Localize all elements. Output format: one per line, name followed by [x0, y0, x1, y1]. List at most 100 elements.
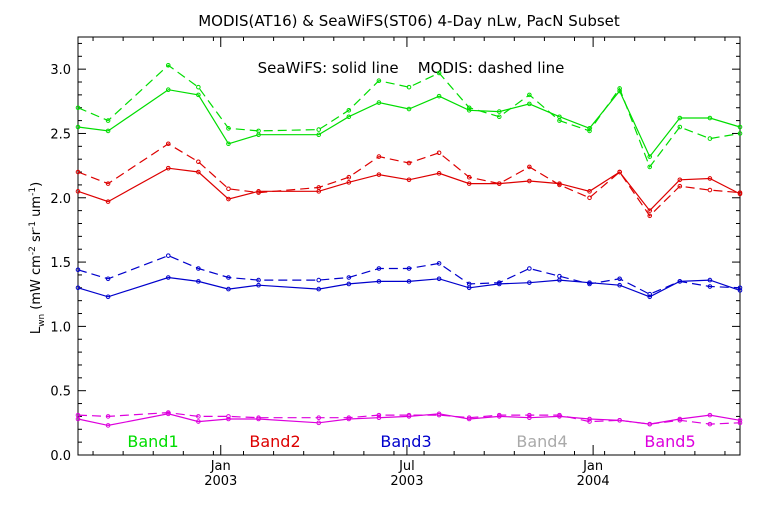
legend-entry-band5: Band5	[644, 432, 695, 451]
legend-entry-band2: Band2	[249, 432, 300, 451]
data-point-band3	[226, 275, 231, 280]
series-line-band1-solid	[77, 89, 741, 158]
data-point-band2	[707, 187, 713, 193]
y-tick-label: 2.0	[50, 192, 71, 207]
data-point-band5	[256, 415, 261, 421]
data-point-band3	[466, 281, 472, 287]
data-point-band2	[557, 182, 562, 188]
data-point-band1	[256, 128, 261, 134]
y-tick-label: 0.5	[50, 385, 71, 400]
data-point-band1	[376, 100, 382, 105]
data-point-band5	[406, 412, 412, 418]
data-point-band2	[677, 183, 683, 189]
data-point-band3	[737, 285, 743, 291]
legend-entry-band1: Band1	[127, 432, 178, 451]
data-point-band1	[707, 115, 713, 121]
y-tick-label: 2.5	[50, 127, 71, 142]
data-point-band2	[466, 181, 472, 186]
data-point-band2	[105, 181, 111, 186]
data-point-band2	[165, 165, 171, 171]
data-point-band5	[105, 423, 111, 428]
data-point-band1	[527, 92, 532, 98]
data-point-band3	[406, 266, 412, 271]
series-layer	[75, 62, 743, 428]
data-point-band1	[466, 108, 472, 113]
data-point-band5	[617, 417, 622, 423]
data-point-band2	[677, 177, 683, 183]
x-tick-month: Jan	[210, 459, 231, 474]
data-point-band5	[527, 415, 532, 421]
data-point-band3	[587, 281, 592, 287]
data-point-band3	[707, 284, 713, 289]
data-point-band5	[436, 412, 442, 418]
data-point-band5	[737, 417, 743, 423]
data-point-band2	[196, 159, 201, 165]
data-point-band3	[316, 286, 322, 292]
data-point-band1	[226, 126, 231, 131]
series-line-band2-solid	[77, 167, 741, 212]
data-point-band3	[226, 286, 231, 292]
data-point-band2	[647, 213, 653, 219]
data-point-band5	[376, 415, 382, 421]
data-point-band2	[376, 154, 382, 159]
data-point-band3	[75, 267, 81, 273]
x-tick-month: Jul	[398, 459, 415, 474]
data-point-band2	[617, 169, 622, 175]
data-point-band1	[226, 141, 231, 147]
data-point-band1	[346, 114, 352, 120]
series-line-band5-solid	[77, 413, 741, 427]
data-point-band2	[75, 189, 81, 194]
data-point-band2	[527, 178, 532, 184]
data-point-band3	[527, 266, 532, 271]
data-point-band2	[707, 176, 713, 181]
data-point-band2	[587, 195, 592, 201]
data-point-band1	[557, 118, 562, 123]
data-point-band2	[436, 171, 442, 176]
data-point-band1	[647, 164, 653, 170]
data-point-band5	[737, 420, 743, 426]
data-point-band2	[436, 150, 442, 156]
data-point-band2	[346, 174, 352, 180]
data-point-band5	[707, 421, 713, 427]
data-point-band5	[75, 412, 81, 418]
plot-frame	[77, 36, 741, 456]
series-line-band5-dashed	[77, 411, 741, 425]
data-point-band5	[527, 412, 532, 418]
data-point-band1	[737, 131, 743, 136]
data-point-band1	[677, 115, 683, 121]
data-point-band2	[165, 141, 171, 147]
data-point-band5	[196, 419, 201, 424]
line-style-note: SeaWiFS: solid line MODIS: dashed line	[258, 59, 565, 77]
data-point-band2	[466, 174, 472, 180]
data-point-band2	[346, 180, 352, 185]
data-point-band3	[196, 279, 201, 284]
data-point-band1	[707, 136, 713, 141]
data-point-band2	[75, 169, 81, 175]
data-point-band1	[376, 78, 382, 84]
data-point-band1	[406, 106, 412, 112]
data-point-band3	[617, 276, 622, 282]
data-point-band2	[527, 164, 532, 170]
legend-entry-band4: Band4	[516, 432, 567, 451]
data-point-band3	[436, 261, 442, 266]
data-point-band3	[316, 277, 322, 283]
data-point-band1	[496, 109, 502, 114]
data-point-band2	[226, 186, 231, 192]
data-point-band1	[496, 114, 502, 120]
data-point-band2	[256, 190, 261, 195]
data-point-band3	[196, 266, 201, 271]
data-point-band5	[587, 419, 592, 424]
data-point-band2	[496, 181, 502, 186]
data-point-band1	[466, 105, 472, 111]
data-point-band1	[527, 101, 532, 107]
data-point-band3	[105, 294, 111, 300]
data-point-band5	[587, 416, 592, 422]
data-point-band1	[436, 70, 442, 76]
data-point-band5	[226, 416, 231, 422]
data-point-band3	[406, 279, 412, 284]
data-point-band3	[527, 280, 532, 285]
data-point-band5	[105, 414, 111, 419]
y-tick-label: 0.0	[50, 449, 71, 464]
series-line-band1-dashed	[77, 64, 741, 169]
